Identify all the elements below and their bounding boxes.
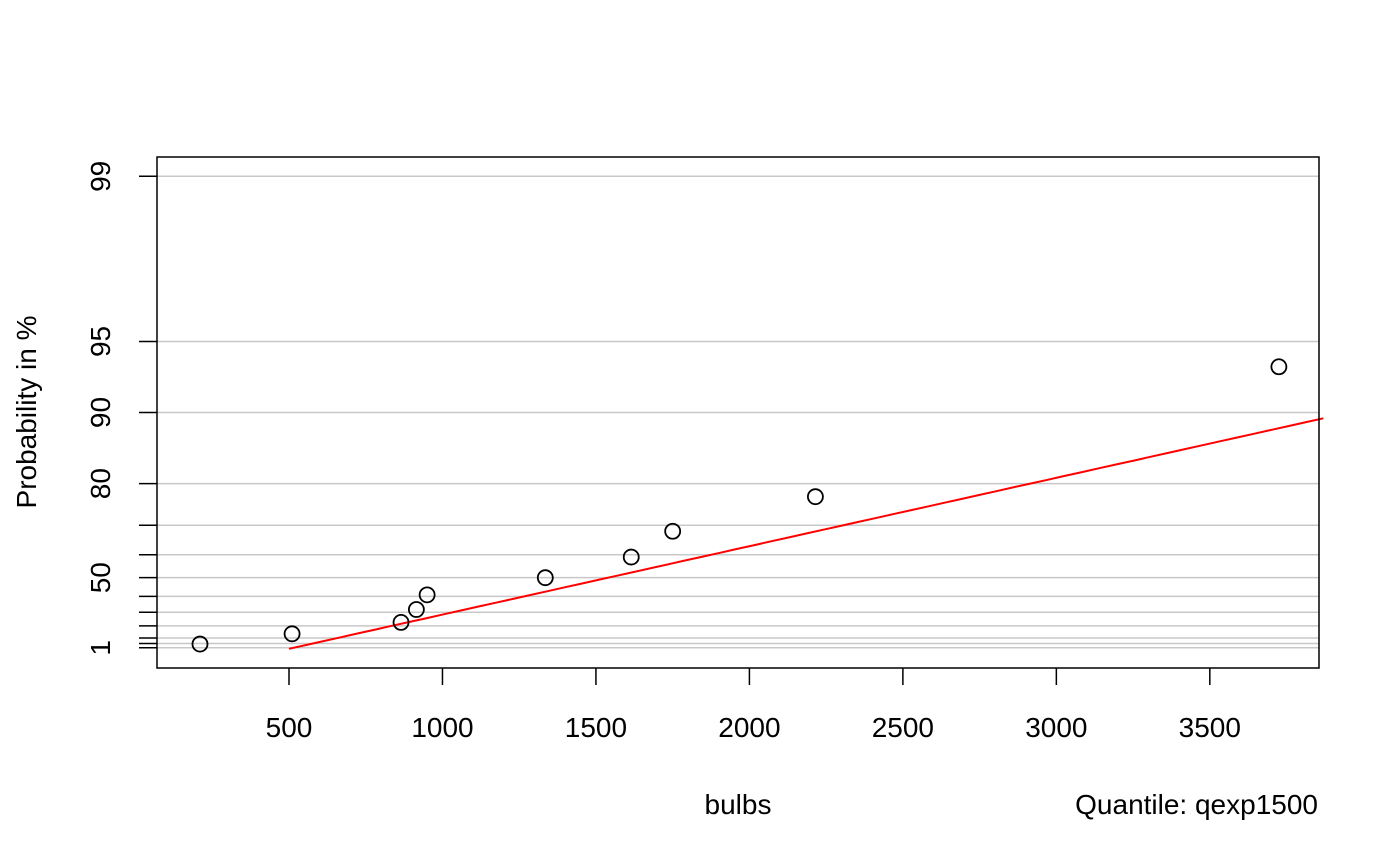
y-tick-label: 95: [85, 326, 116, 357]
x-tick-label: 2000: [718, 712, 780, 743]
y-tick-label: 90: [85, 397, 116, 428]
data-point: [664, 522, 682, 540]
data-point: [536, 569, 554, 587]
y-tick-label: 80: [85, 468, 116, 499]
data-point: [1270, 358, 1288, 376]
quantile-annotation: Quantile: qexp1500: [1075, 789, 1318, 820]
x-axis: 500 1000 1500 2000 2500 3000 3500: [266, 668, 1241, 743]
x-tick-label: 1500: [565, 712, 627, 743]
x-tick-label: 2500: [872, 712, 934, 743]
grid-lines: [157, 175, 1319, 649]
data-point: [807, 488, 824, 506]
y-axis-title: Probability in %: [11, 316, 42, 509]
data-point: [418, 586, 436, 604]
data-point: [191, 635, 209, 653]
x-tick-label: 500: [266, 712, 313, 743]
data-point: [622, 548, 640, 566]
x-axis-title: bulbs: [705, 789, 772, 820]
y-tick-label: 1: [85, 640, 116, 656]
y-axis: 99 95 90 80 50 1: [85, 161, 157, 656]
fit-line: [288, 417, 1324, 650]
fit-line-group: [288, 417, 1324, 650]
data-point: [392, 613, 410, 631]
y-tick-label: 50: [85, 562, 116, 593]
x-tick-label: 1000: [411, 712, 473, 743]
x-tick-label: 3500: [1179, 712, 1241, 743]
data-point: [407, 601, 425, 618]
points-group: [191, 358, 1288, 653]
y-tick-label: 99: [85, 161, 116, 192]
x-tick-label: 3000: [1025, 712, 1087, 743]
data-point: [283, 625, 301, 643]
